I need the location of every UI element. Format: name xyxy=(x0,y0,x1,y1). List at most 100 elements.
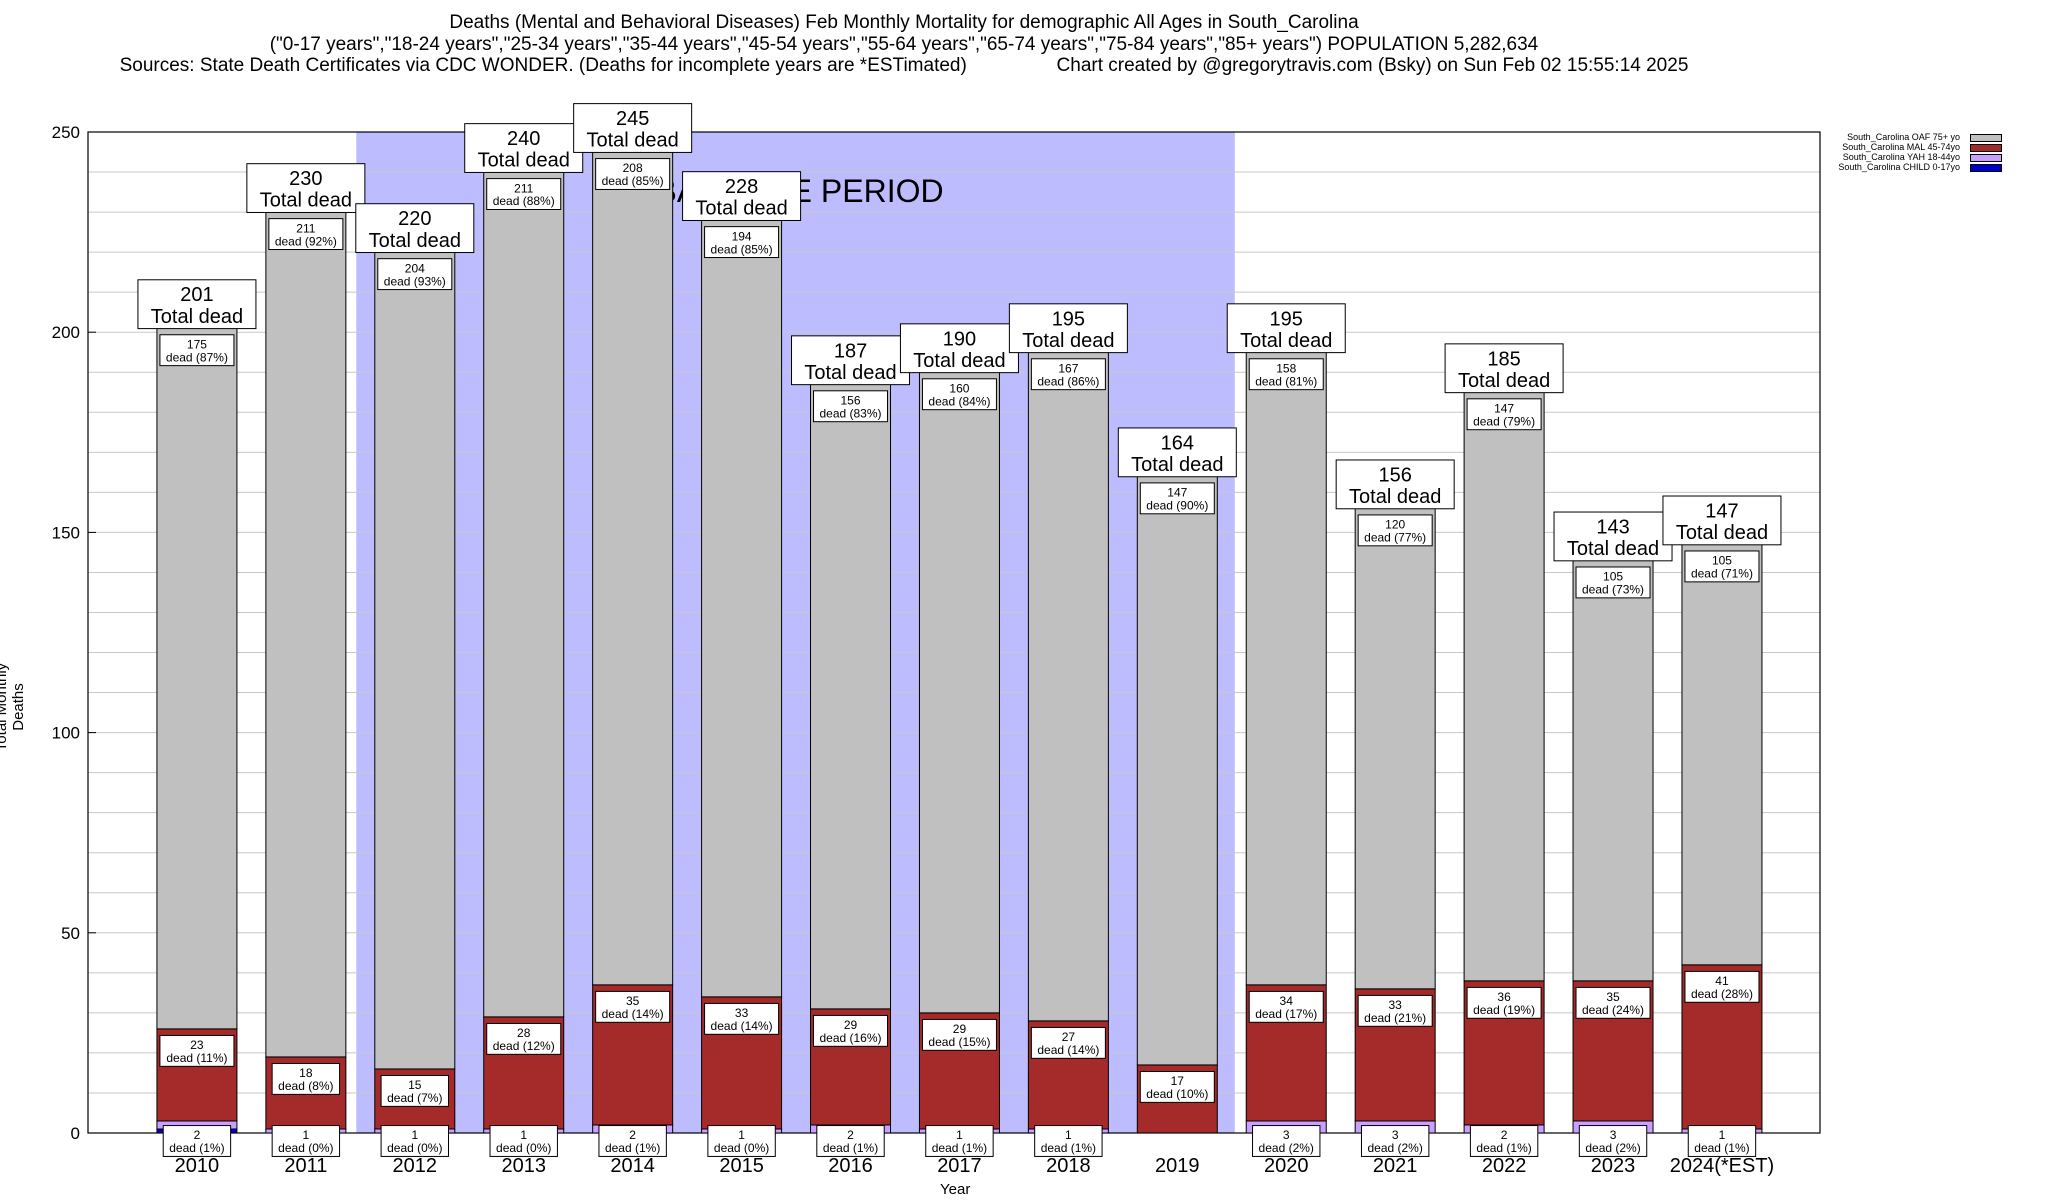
y-tick-label: 200 xyxy=(52,323,80,342)
bar-segment xyxy=(1463,391,1545,982)
data-label-box xyxy=(1252,1125,1321,1157)
data-label-box xyxy=(1248,358,1324,391)
total-label-box xyxy=(355,203,475,254)
data-label: 2 xyxy=(194,1128,201,1142)
legend-swatch xyxy=(1970,144,2002,152)
data-label-box xyxy=(707,1125,776,1157)
data-label: 175 xyxy=(187,337,207,351)
data-label-box xyxy=(162,1125,232,1157)
total-label: Total dead xyxy=(695,198,787,220)
total-label: 143 xyxy=(1596,516,1629,538)
data-label: dead (1%) xyxy=(1694,1141,1749,1155)
bar-segment xyxy=(810,383,892,1010)
data-label: 1 xyxy=(411,1128,418,1142)
total-label-box xyxy=(137,279,257,330)
data-label: dead (81%) xyxy=(1255,374,1317,388)
total-label-box xyxy=(1335,459,1455,510)
total-label: Total dead xyxy=(587,130,679,152)
total-label: Total dead xyxy=(369,230,461,252)
legend-entry: South_Carolina CHILD 0-17yo xyxy=(1590,162,2010,172)
data-label: dead (0%) xyxy=(387,1141,442,1155)
x-tick-label: 2014 xyxy=(610,1155,655,1177)
data-label-box xyxy=(1578,1125,1648,1157)
data-label: dead (90%) xyxy=(1146,499,1208,513)
bar-segment xyxy=(1354,507,1436,990)
data-label-box xyxy=(1684,970,1760,1003)
x-axis-label: Year xyxy=(940,1181,971,1198)
y-tick-label: 50 xyxy=(61,924,80,943)
total-label: 245 xyxy=(616,108,649,130)
data-label: dead (1%) xyxy=(605,1141,660,1155)
total-label: 164 xyxy=(1161,432,1194,454)
data-label: 211 xyxy=(514,181,533,195)
total-label: 185 xyxy=(1487,348,1520,370)
data-label: 3 xyxy=(1392,1128,1399,1142)
data-label: dead (85%) xyxy=(711,242,773,256)
total-label-box xyxy=(464,123,584,173)
data-label-box xyxy=(1684,550,1760,583)
bar-segment xyxy=(1136,475,1218,1066)
data-label: dead (73%) xyxy=(1582,583,1644,597)
data-label: 1 xyxy=(303,1128,310,1142)
chart-subtitle-source: Sources: State Death Certificates via CD… xyxy=(119,55,1689,76)
data-label-box xyxy=(704,226,780,259)
total-label: 195 xyxy=(1052,308,1085,330)
legend-entry-label: South_Carolina MAL 45-74yo xyxy=(1842,142,1960,152)
data-label: 2 xyxy=(629,1128,636,1142)
data-label-box xyxy=(486,1022,562,1055)
total-label-box xyxy=(1008,303,1128,354)
x-tick-label: 2023 xyxy=(1591,1155,1636,1177)
legend-swatch xyxy=(1970,134,2002,142)
data-label: dead (85%) xyxy=(602,174,664,188)
data-label: 147 xyxy=(1494,401,1514,415)
data-label: dead (1%) xyxy=(932,1141,987,1155)
data-label: 41 xyxy=(1715,974,1729,988)
total-label: Total dead xyxy=(1676,522,1768,544)
total-label: 147 xyxy=(1705,500,1738,522)
total-label-box xyxy=(791,335,911,386)
data-label: 36 xyxy=(1497,990,1511,1004)
data-label: dead (0%) xyxy=(496,1141,551,1155)
total-label: 220 xyxy=(398,208,431,230)
data-label-box xyxy=(1030,1026,1106,1059)
bar-segment xyxy=(1572,559,1654,982)
total-label: Total dead xyxy=(151,306,243,328)
legend-entry-label: South_Carolina OAF 75+ yo xyxy=(1847,132,1960,142)
data-label-box xyxy=(271,1062,341,1095)
bar-segment xyxy=(592,151,674,986)
data-label: 2 xyxy=(847,1128,854,1142)
data-label-box xyxy=(1575,986,1651,1019)
data-label: 1 xyxy=(1065,1128,1072,1142)
y-tick-label: 150 xyxy=(52,523,80,542)
data-label-box xyxy=(1575,566,1651,599)
data-label-box xyxy=(1687,1125,1757,1157)
data-label: 158 xyxy=(1276,361,1296,375)
data-label-box xyxy=(1139,482,1215,515)
data-label: 1 xyxy=(520,1128,527,1142)
data-label-box xyxy=(921,1018,997,1051)
x-tick-label: 2024(*EST) xyxy=(1670,1155,1775,1177)
data-label: dead (28%) xyxy=(1691,987,1753,1001)
total-label-box xyxy=(246,163,366,213)
bar-segment xyxy=(483,171,565,1018)
data-label: dead (8%) xyxy=(278,1079,333,1093)
data-label-box xyxy=(813,390,889,423)
data-label: dead (16%) xyxy=(819,1031,881,1045)
data-label: 194 xyxy=(732,229,752,243)
data-label: 23 xyxy=(190,1038,204,1052)
data-label: 3 xyxy=(1610,1128,1617,1142)
bar-segment xyxy=(1681,543,1763,966)
data-label: dead (24%) xyxy=(1582,1003,1644,1017)
data-label: dead (14%) xyxy=(602,1007,664,1021)
total-label-box xyxy=(682,171,802,221)
data-label-box xyxy=(1469,1125,1539,1157)
data-label: dead (77%) xyxy=(1364,531,1426,545)
bar-segment xyxy=(701,219,783,998)
data-label: 18 xyxy=(299,1066,313,1080)
x-tick-label: 2022 xyxy=(1482,1155,1527,1177)
data-label-box xyxy=(159,334,235,367)
data-label: 29 xyxy=(953,1022,967,1036)
data-label: dead (2%) xyxy=(1259,1141,1314,1155)
total-label: Total dead xyxy=(260,190,352,212)
total-label: Total dead xyxy=(1567,538,1659,560)
